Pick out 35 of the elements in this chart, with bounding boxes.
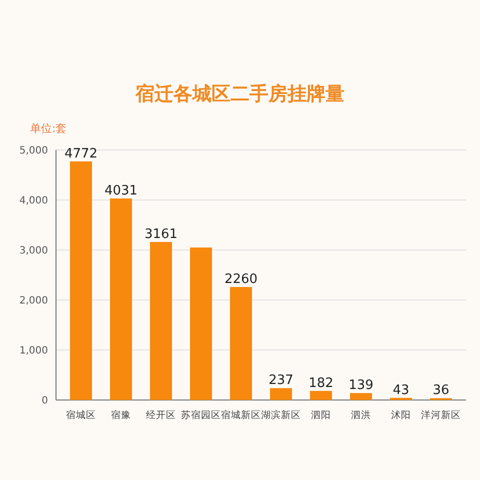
bar <box>310 390 332 400</box>
bar <box>350 393 372 400</box>
x-tick-label: 沭阳 <box>391 409 411 421</box>
data-label: 36 <box>432 383 450 398</box>
data-label: 4031 <box>104 183 138 198</box>
data-label: 237 <box>268 373 294 388</box>
y-tick-label: 4,000 <box>19 196 48 206</box>
bar <box>230 287 252 400</box>
data-label: 3161 <box>144 226 178 242</box>
bar <box>150 242 172 400</box>
y-tick-label: 2,000 <box>19 296 48 306</box>
bar <box>270 388 292 400</box>
x-tick-label: 泗洪 <box>351 409 371 421</box>
data-label: 4772 <box>64 146 98 162</box>
x-tick-label: 泗阳 <box>311 409 331 421</box>
x-tick-label: 宿城新区 <box>221 409 261 421</box>
x-tick-label: 苏宿园区 <box>181 409 221 421</box>
x-tick-label: 宿豫 <box>111 409 131 421</box>
x-tick-label: 湖滨新区 <box>261 409 301 421</box>
y-tick-label: 3,000 <box>19 246 48 256</box>
bar <box>110 198 132 400</box>
y-tick-label: 0 <box>42 396 48 406</box>
x-tick-label: 经开区 <box>146 409 176 421</box>
x-tick-label: 洋河新区 <box>421 409 461 421</box>
chart-title: 宿迁各城区二手房挂牌量 <box>134 83 344 105</box>
data-label: 139 <box>348 378 374 394</box>
data-label: 2260 <box>224 272 258 287</box>
data-label: 182 <box>308 376 334 391</box>
bar <box>190 248 212 400</box>
y-tick-label: 1,000 <box>19 346 48 356</box>
data-label: 43 <box>392 382 410 398</box>
bar <box>70 161 92 400</box>
y-axis-title: 单位:套 <box>30 122 67 135</box>
y-tick-label: 5,000 <box>19 146 48 156</box>
x-tick-label: 宿城区 <box>66 409 96 421</box>
